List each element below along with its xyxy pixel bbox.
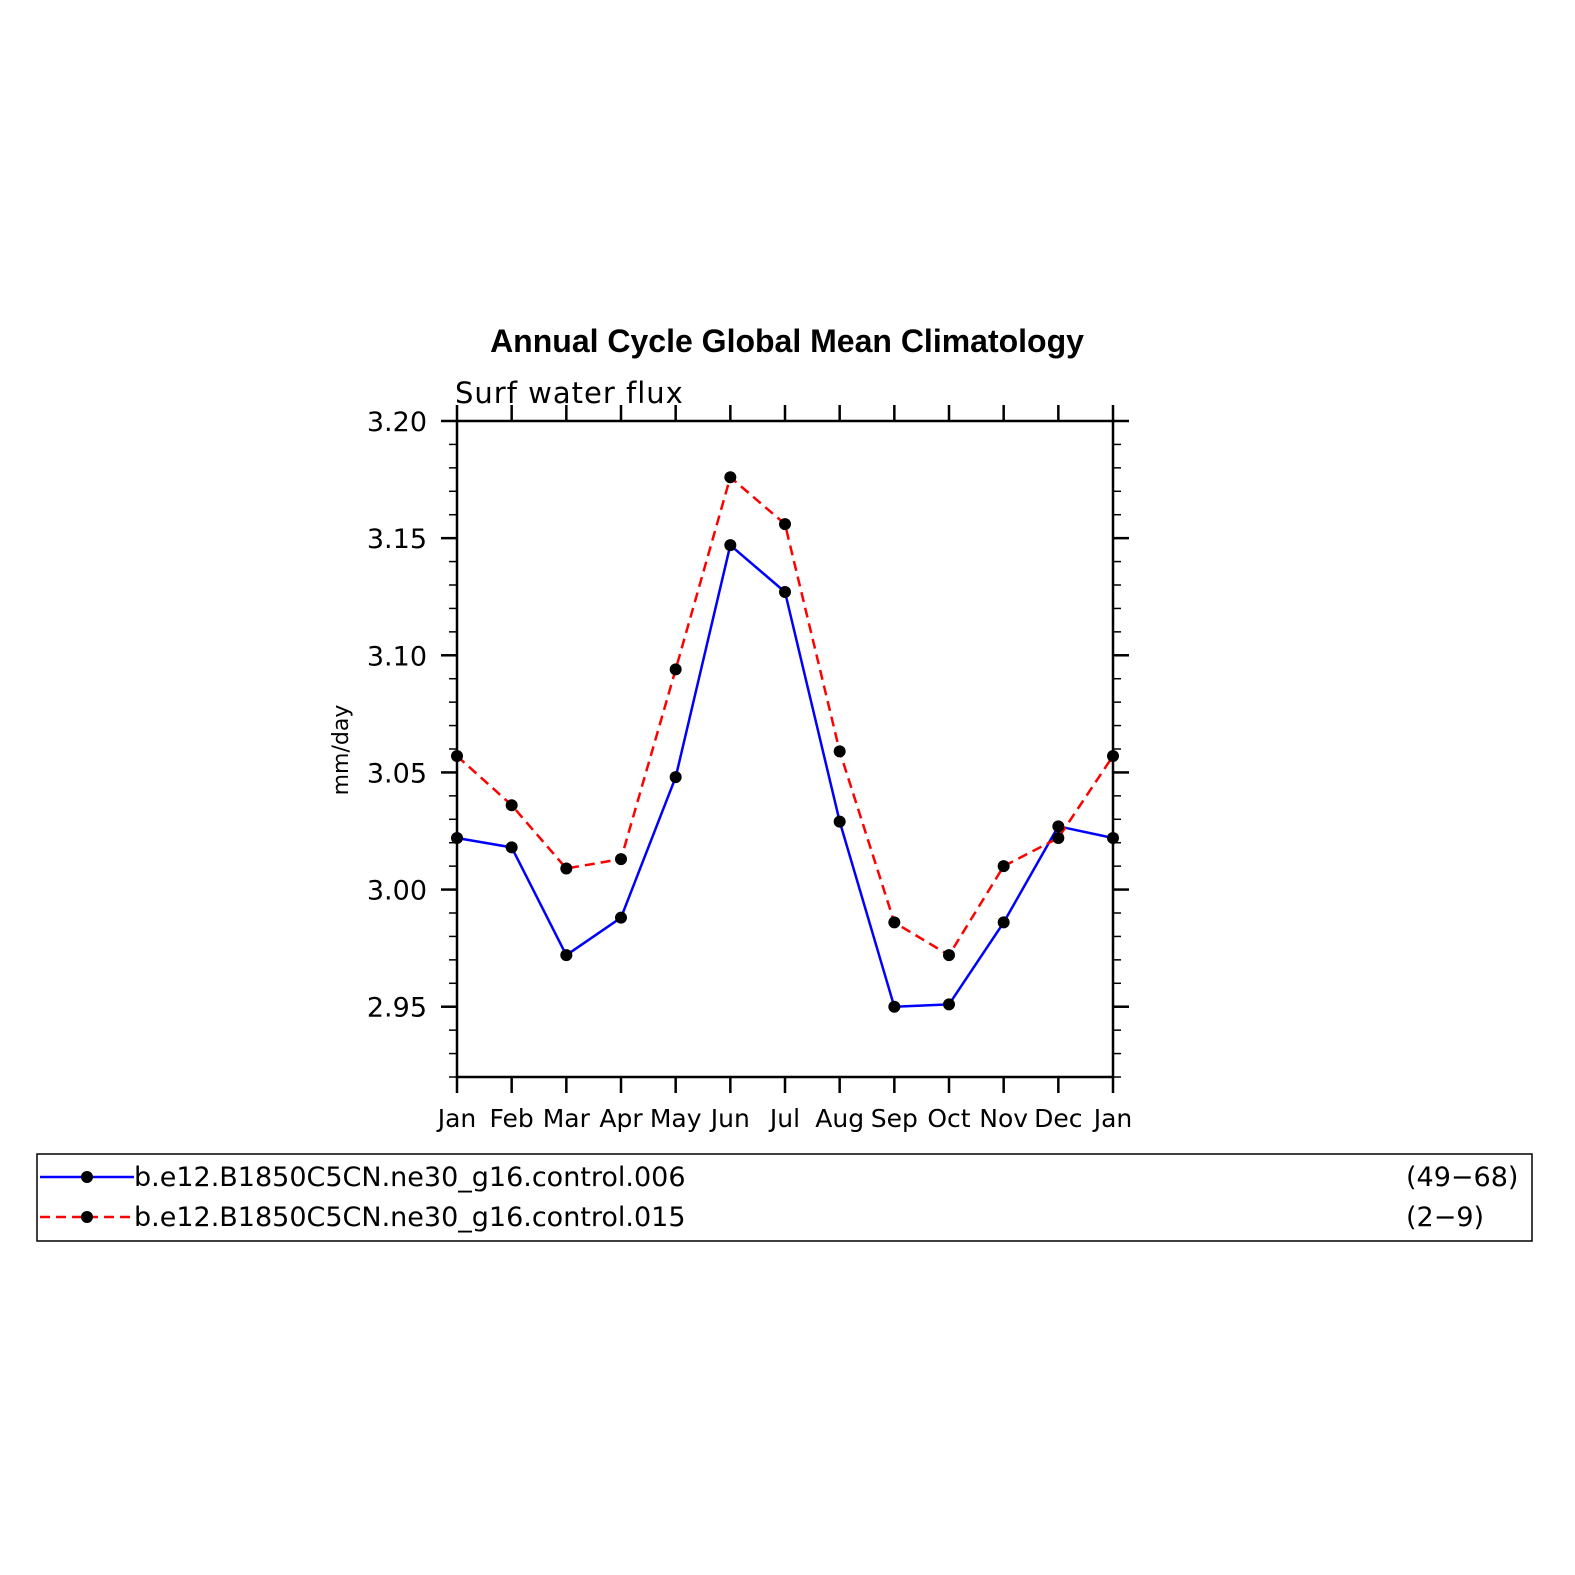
- x-tick-label: Sep: [871, 1104, 918, 1133]
- series-2-point: [505, 799, 518, 812]
- series-1-point: [888, 1000, 901, 1013]
- series-2-point: [997, 860, 1010, 873]
- series-2-point: [724, 471, 737, 484]
- x-tick-label: Jan: [436, 1104, 477, 1133]
- y-tick-label: 3.20: [367, 407, 427, 438]
- series-2-point: [779, 518, 791, 531]
- legend-label-series-2: b.e12.B1850C5CN.ne30_g16.control.015: [134, 1202, 686, 1233]
- series-1-point: [724, 539, 737, 552]
- series-1-point: [943, 998, 955, 1011]
- series-1-point: [451, 832, 463, 845]
- legend-marker-series-1: [81, 1171, 93, 1183]
- y-tick-labels: 2.95 3.00 3.05 3.10 3.15 3.20: [367, 407, 427, 1024]
- series-2-point: [451, 750, 463, 763]
- x-tick-label: Dec: [1034, 1104, 1082, 1133]
- y-tick-label: 3.15: [367, 524, 427, 555]
- plot-frame: [455, 419, 1115, 1079]
- series-1-point: [833, 815, 846, 828]
- x-tick-label: Feb: [490, 1104, 534, 1133]
- chart-subtitle: Surf water flux: [455, 376, 684, 410]
- series-line-1: [456, 543, 1114, 1008]
- x-tick-label: Apr: [599, 1104, 643, 1133]
- y-tick-label: 3.05: [367, 758, 427, 789]
- series-1-point: [779, 586, 791, 599]
- x-tick-label: Nov: [979, 1104, 1028, 1133]
- legend-marker-series-2: [81, 1211, 93, 1223]
- series-2-point: [888, 916, 901, 929]
- series-2-point: [669, 663, 682, 676]
- x-tick-label: Oct: [927, 1104, 970, 1133]
- legend-years-series-1: (49−68): [1406, 1162, 1518, 1193]
- x-tick-label: Jan: [1092, 1104, 1133, 1133]
- y-tick-label: 3.00: [367, 876, 427, 907]
- x-tick-label: Mar: [543, 1104, 591, 1133]
- series-1-point: [1107, 832, 1119, 845]
- series-1-point: [505, 841, 518, 854]
- legend-label-series-1: b.e12.B1850C5CN.ne30_g16.control.006: [134, 1162, 686, 1193]
- series-1-point: [669, 771, 682, 784]
- x-tick-label: Aug: [815, 1104, 864, 1133]
- chart-title: Annual Cycle Global Mean Climatology: [490, 323, 1084, 359]
- series-2-point: [1052, 832, 1065, 845]
- x-tick-labels: Jan Feb Mar Apr May Jun Jul Aug Sep Oct Nov Dec Jan: [436, 1104, 1133, 1133]
- series-2-point: [615, 853, 627, 866]
- x-tick-label: May: [650, 1104, 702, 1133]
- series-1-point: [615, 911, 627, 924]
- y-axis-label: mm/day: [329, 705, 354, 796]
- series-2-point: [833, 745, 846, 758]
- series-line-2: [456, 475, 1115, 957]
- x-tick-label: Jun: [709, 1104, 750, 1133]
- series-1-point: [1052, 820, 1065, 833]
- data-series: [451, 471, 1119, 1013]
- legend-years-series-2: (2−9): [1406, 1202, 1484, 1233]
- series-2-point: [560, 862, 573, 875]
- axis-ticks: [441, 405, 1129, 1093]
- y-tick-label: 3.10: [367, 641, 427, 672]
- series-1-point: [997, 916, 1010, 929]
- series-2-point: [943, 949, 955, 962]
- legend: b.e12.B1850C5CN.ne30_g16.control.006 (49…: [36, 1153, 1533, 1242]
- y-tick-label: 2.95: [367, 993, 427, 1024]
- legend-box: [36, 1153, 1533, 1242]
- series-1-point: [560, 949, 573, 962]
- series-2-point: [1107, 750, 1119, 763]
- x-tick-label: Jul: [768, 1104, 800, 1133]
